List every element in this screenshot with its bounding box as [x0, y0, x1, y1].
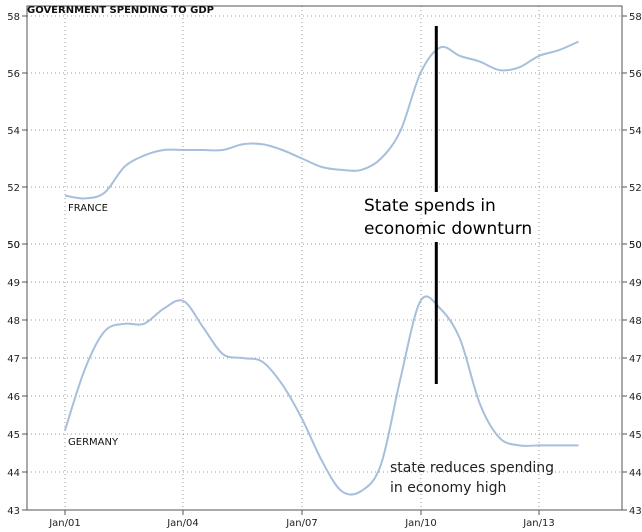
y-tick-label-right: 46 — [629, 392, 642, 403]
x-tick-label: Jan/01 — [48, 518, 81, 529]
annotation-top-line2: economic downturn — [364, 219, 532, 239]
y-tick-label-left: 45 — [7, 430, 20, 441]
annotation-bottom-line2: in economy high — [390, 480, 506, 496]
y-tick-label-right: 43 — [629, 506, 642, 517]
x-tick-label: Jan/07 — [285, 518, 318, 529]
axes — [22, 5, 627, 515]
y-tick-label-right: 47 — [629, 354, 642, 365]
series-label-germany: GERMANY — [68, 437, 119, 448]
y-tick-label-right: 48 — [629, 316, 642, 327]
y-tick-label-left: 46 — [7, 392, 20, 403]
y-tick-label-left: 58 — [7, 12, 20, 23]
series-lines — [64, 40, 579, 496]
y-tick-label-left: 50 — [7, 240, 20, 251]
series-line-france — [64, 40, 579, 200]
y-tick-label-right: 58 — [629, 12, 642, 23]
y-tick-label-right: 56 — [629, 69, 642, 80]
x-tick-label: Jan/13 — [522, 518, 555, 529]
grid — [27, 6, 622, 510]
annotation-bottom-line1: state reduces spending — [390, 460, 554, 476]
x-tick-label: Jan/04 — [166, 518, 199, 529]
y-tick-label-left: 50 — [7, 240, 20, 251]
y-tick-label-right: 50 — [629, 240, 642, 251]
y-tick-label-left: 56 — [7, 69, 20, 80]
y-tick-label-left: 52 — [7, 183, 20, 194]
y-tick-label-right: 44 — [629, 468, 642, 479]
y-tick-label-left: 43 — [7, 506, 20, 517]
y-tick-label-left: 44 — [7, 468, 20, 479]
tick-labels: Jan/01 Jan/04 Jan/07 Jan/10 Jan/13 50 50 52 52 54… — [7, 12, 641, 529]
series-label-france: FRANCE — [68, 203, 108, 214]
y-tick-label-right: 54 — [629, 126, 642, 137]
plot-frame — [26, 5, 623, 511]
y-tick-label-left: 47 — [7, 354, 20, 365]
y-tick-label-right: 50 — [629, 240, 642, 251]
y-tick-label-left: 54 — [7, 126, 20, 137]
y-tick-label-right: 49 — [629, 278, 642, 289]
y-tick-label-right: 45 — [629, 430, 642, 441]
series-line-germany — [64, 295, 579, 496]
y-tick-label-left: 49 — [7, 278, 20, 289]
x-tick-label: Jan/10 — [404, 518, 437, 529]
annotation-top-line1: State spends in — [364, 196, 496, 216]
y-tick-label-right: 52 — [629, 183, 642, 194]
y-tick-label-left: 48 — [7, 316, 20, 327]
chart-title: GOVERNMENT SPENDING TO GDP — [27, 5, 214, 16]
